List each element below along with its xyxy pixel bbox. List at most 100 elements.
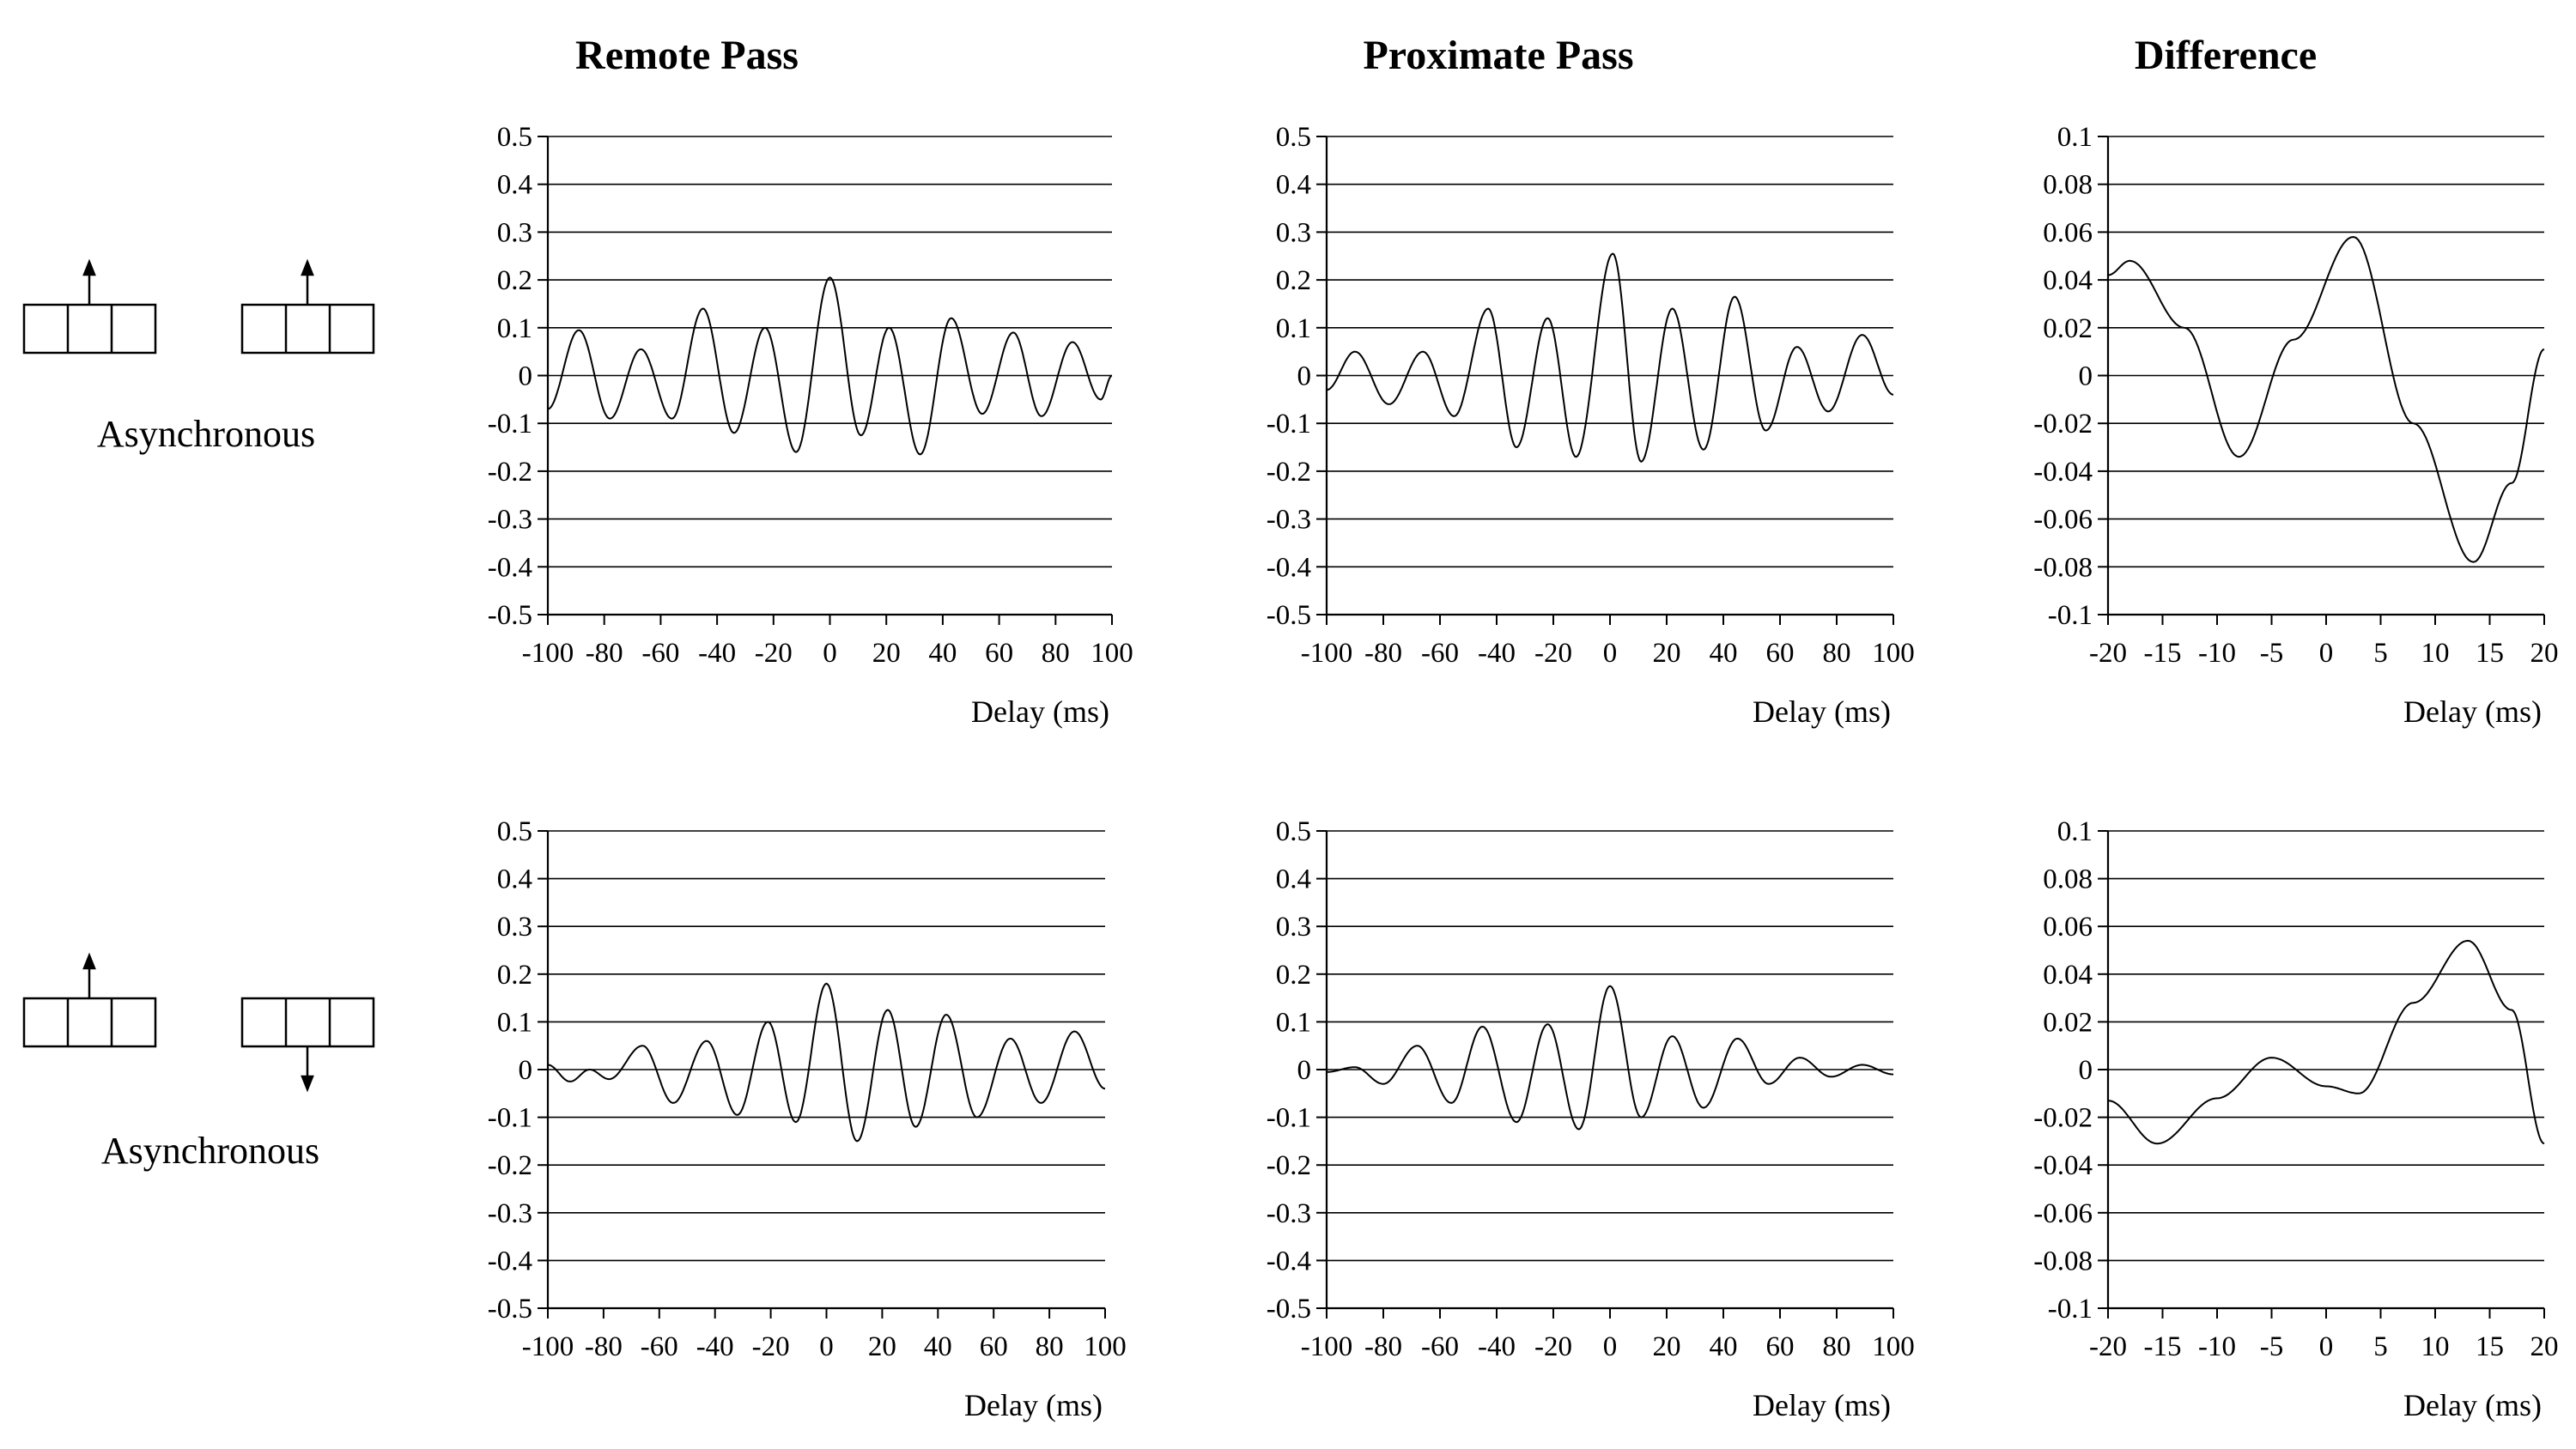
y-tick-label: 0.08	[2043, 864, 2093, 895]
y-tick-label: 0.1	[497, 313, 532, 344]
y-tick-label: -0.06	[2033, 1198, 2093, 1229]
y-tick-label: -0.1	[2048, 1294, 2093, 1325]
x-axis-label: Delay (ms)	[964, 1388, 1103, 1422]
y-tick-label: 0.06	[2043, 912, 2093, 943]
x-tick-label: -80	[1364, 1331, 1402, 1362]
x-axis-label: Delay (ms)	[1753, 694, 1891, 729]
series-line	[1326, 252, 1894, 463]
y-tick-label: -0.1	[1267, 1103, 1311, 1134]
y-tick-label: -0.1	[2048, 600, 2093, 631]
x-tick-label: -60	[1421, 1331, 1459, 1362]
y-tick-label: 0.4	[497, 170, 532, 201]
x-tick-label: -20	[1534, 638, 1572, 669]
y-tick-label: -0.3	[488, 1198, 532, 1229]
x-tick-label: 15	[2476, 1331, 2504, 1362]
x-tick-label: -10	[2198, 1331, 2236, 1362]
x-tick-label: 15	[2476, 638, 2504, 669]
x-tick-label: 100	[1872, 1331, 1915, 1362]
x-tick-label: -60	[1421, 638, 1459, 669]
y-tick-label: 0.1	[497, 1007, 532, 1038]
y-tick-label: -0.02	[2033, 409, 2093, 440]
x-tick-label: 20	[2530, 638, 2559, 669]
y-tick-label: -0.4	[1267, 1246, 1311, 1276]
chart-difference-row-2: 0.1 0.08 0.06 0.04 0.02 0 -0.02 -0.04 -0.06 -0.08…	[2033, 816, 2558, 1422]
y-tick-label: 0	[1297, 361, 1312, 392]
x-tick-label: 40	[924, 1331, 952, 1362]
x-tick-label: 0	[819, 1331, 834, 1362]
series-line	[547, 982, 1106, 1143]
x-tick-label: 40	[1710, 638, 1738, 669]
series-line	[2108, 235, 2545, 563]
y-tick-label: -0.08	[2033, 552, 2093, 583]
x-tick-label: 40	[1710, 1331, 1738, 1362]
x-tick-label: 5	[2373, 638, 2388, 669]
x-tick-label: -80	[585, 1331, 623, 1362]
y-tick-label: 0	[1297, 1055, 1312, 1086]
x-tick-label: -20	[2089, 1331, 2127, 1362]
x-axis-label: Delay (ms)	[971, 694, 1109, 729]
x-tick-label: -20	[755, 638, 793, 669]
y-tick-label: -0.2	[488, 457, 532, 488]
x-tick-label: -15	[2144, 638, 2182, 669]
chart-remote-pass-row-1: 0.5 0.4 0.3 0.2 0.1 0 -0.1 -0.2 -0.3 -0.4 -0.5 -100…	[488, 122, 1133, 729]
x-tick-label: 80	[1036, 1331, 1064, 1362]
y-tick-label: 0.4	[1276, 864, 1311, 895]
y-tick-label: 0.1	[1276, 1007, 1311, 1038]
y-tick-label: 0.2	[497, 960, 532, 991]
series-line	[1327, 985, 1894, 1131]
x-axis-label: Delay (ms)	[1753, 1388, 1891, 1422]
y-tick-label: 0	[2079, 361, 2093, 392]
x-tick-label: -60	[641, 1331, 678, 1362]
y-tick-label: 0.5	[497, 816, 532, 847]
row-1-icon	[22, 258, 375, 355]
x-tick-label: 40	[928, 638, 957, 669]
y-tick-label: -0.5	[1267, 600, 1311, 631]
y-tick-label: 0.1	[2057, 816, 2093, 847]
y-tick-label: 0.3	[1276, 217, 1311, 248]
y-tick-label: 0.3	[1276, 912, 1311, 943]
chart-proximate-pass-row-2: 0.5 0.4 0.3 0.2 0.1 0 -0.1 -0.2 -0.3 -0.4 -0.5 -100…	[1267, 816, 1915, 1422]
x-tick-label: -100	[1301, 1331, 1353, 1362]
y-tick-label: 0.2	[497, 265, 532, 296]
x-axis-label: Delay (ms)	[2403, 1388, 2542, 1422]
x-tick-label: 20	[872, 638, 901, 669]
x-tick-label: 60	[980, 1331, 1008, 1362]
y-tick-label: 0.1	[1276, 313, 1311, 344]
x-tick-label: 0	[1603, 638, 1618, 669]
x-tick-label: -15	[2144, 1331, 2182, 1362]
x-tick-label: 10	[2421, 1331, 2450, 1362]
y-tick-label: 0.04	[2043, 265, 2093, 296]
x-tick-label: -80	[1364, 638, 1402, 669]
y-tick-label: -0.1	[488, 409, 532, 440]
y-tick-label: 0.08	[2043, 170, 2093, 201]
y-tick-label: -0.2	[1267, 1150, 1311, 1181]
x-tick-label: -40	[698, 638, 736, 669]
y-tick-label: 0.1	[2057, 122, 2093, 153]
chart-difference-row-1: 0.1 0.08 0.06 0.04 0.02 0 -0.02 -0.04 -0.06 -0.08…	[2033, 122, 2558, 729]
x-tick-label: 60	[985, 638, 1013, 669]
x-tick-label: 0	[1603, 1331, 1618, 1362]
x-tick-label: -40	[696, 1331, 734, 1362]
row-1-label: Asynchronous	[97, 413, 315, 455]
x-tick-label: 20	[1653, 1331, 1681, 1362]
y-tick-label: 0.3	[497, 217, 532, 248]
column-title-proximate-pass: Proximate Pass	[1363, 33, 1633, 78]
x-tick-label: -100	[522, 1331, 574, 1362]
y-tick-label: 0.4	[497, 864, 532, 895]
x-tick-label: -10	[2198, 638, 2236, 669]
x-tick-label: 0	[2319, 638, 2334, 669]
y-tick-label: -0.04	[2033, 1150, 2093, 1181]
y-tick-label: -0.2	[1267, 457, 1311, 488]
row-2-label: Asynchronous	[101, 1130, 319, 1172]
x-tick-label: 20	[868, 1331, 896, 1362]
x-tick-label: -20	[1534, 1331, 1572, 1362]
x-tick-label: 80	[1042, 638, 1070, 669]
x-tick-label: 100	[1872, 638, 1915, 669]
y-tick-label: 0.02	[2043, 1007, 2093, 1038]
y-tick-label: 0	[519, 361, 533, 392]
x-tick-label: 20	[2530, 1331, 2559, 1362]
chart-remote-pass-row-2: 0.5 0.4 0.3 0.2 0.1 0 -0.1 -0.2 -0.3 -0.4 -0.5 -100…	[488, 816, 1127, 1422]
x-axis-label: Delay (ms)	[2403, 694, 2542, 729]
y-tick-label: -0.5	[488, 600, 532, 631]
x-tick-label: -5	[2260, 638, 2284, 669]
